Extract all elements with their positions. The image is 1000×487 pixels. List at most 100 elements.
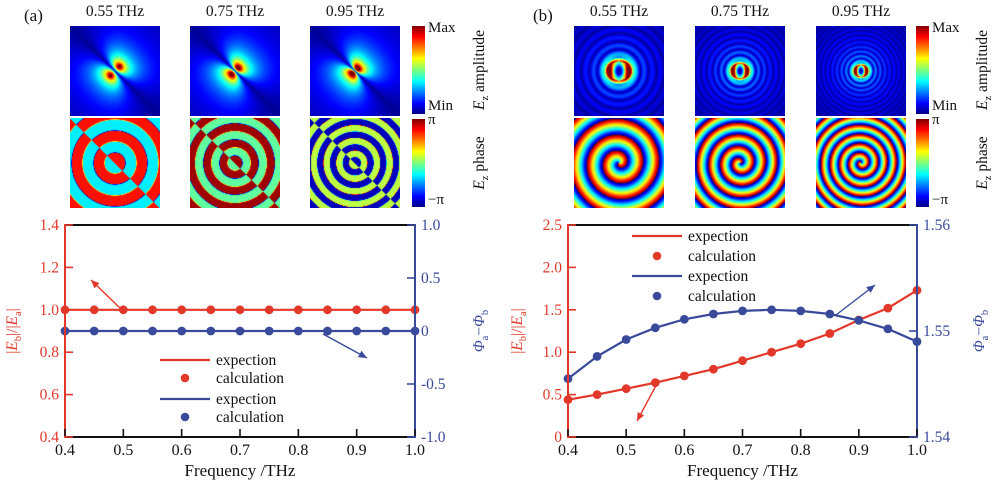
svg-text:0.5: 0.5 <box>616 442 636 459</box>
amplitude-colorbar <box>916 26 929 114</box>
panel-a: (a) 0.55 THz 0.75 THz 0.95 THz Max Min π… <box>4 3 491 480</box>
svg-text:2.0: 2.0 <box>543 259 563 276</box>
amplitude-map-b-1 <box>574 26 664 116</box>
svg-text:-0.5: -0.5 <box>421 376 446 393</box>
map-title: 0.75 THz <box>205 3 265 20</box>
arrow-blue <box>835 284 876 316</box>
phase-map-a-2 <box>190 118 280 208</box>
svg-text:0.4: 0.4 <box>558 442 578 459</box>
phase-colorbar <box>916 119 929 207</box>
svg-text:1.54: 1.54 <box>923 429 950 446</box>
x-axis-title: Frequency /THz <box>687 461 798 480</box>
svg-text:1.0: 1.0 <box>421 217 441 234</box>
svg-text:0.9: 0.9 <box>849 442 869 459</box>
y-axis-right: -1.0 -0.5 0 0.5 1.0 <box>407 217 446 446</box>
amplitude-map-a-2 <box>190 26 280 116</box>
y-axis-right: 1.54 1.55 1.56 <box>909 217 950 446</box>
map-title: 0.55 THz <box>589 3 649 20</box>
svg-text:calculation: calculation <box>216 370 284 387</box>
amplitude-map-b-3 <box>816 26 906 116</box>
svg-text:expection: expection <box>688 228 749 245</box>
map-title: 0.95 THz <box>831 3 891 20</box>
arrow-red <box>636 379 660 422</box>
svg-text:1.0: 1.0 <box>405 442 425 459</box>
svg-text:0.6: 0.6 <box>40 387 60 404</box>
svg-text:calculation: calculation <box>688 248 756 265</box>
colorbar-phase-axis-label: Ez phase <box>471 136 491 190</box>
arrow-red <box>90 279 122 310</box>
svg-text:0.9: 0.9 <box>347 442 367 459</box>
colorbar-pi-label: π <box>932 112 940 128</box>
y-axis-title-left: |Eb|/|Ea| <box>4 308 24 354</box>
svg-text:1.0: 1.0 <box>543 344 563 361</box>
panel-a-label: (a) <box>24 6 43 25</box>
chart-a: 0.4 0.5 0.6 0.7 0.8 0.9 1.0 Frequency /THz 0.4 0.… <box>4 217 491 480</box>
axes <box>567 224 918 438</box>
amplitude-map-b-2 <box>695 26 785 116</box>
map-title: 0.75 THz <box>710 3 770 20</box>
svg-text:0: 0 <box>421 323 429 340</box>
y-axis-left: 0.4 0.6 0.8 1.0 1.2 1.4 <box>40 217 73 446</box>
y-axis-title-right: Φa−Φb <box>971 310 991 352</box>
y-axis-title-right: Φa−Φb <box>471 310 491 352</box>
svg-text:0.5: 0.5 <box>113 442 133 459</box>
svg-text:0.6: 0.6 <box>674 442 694 459</box>
chart-b: 0.4 0.5 0.6 0.7 0.8 0.9 1.0 Frequency /THz 0 0.5 1… <box>509 217 991 480</box>
svg-text:1.4: 1.4 <box>40 217 60 234</box>
svg-text:0.8: 0.8 <box>288 442 308 459</box>
amplitude-map-a-3 <box>310 26 400 116</box>
svg-text:2.5: 2.5 <box>543 217 563 234</box>
colorbar-pi-label: π <box>428 112 436 128</box>
svg-text:1.0: 1.0 <box>907 442 927 459</box>
svg-text:1.56: 1.56 <box>923 217 950 234</box>
x-axis: 0.4 0.5 0.6 0.7 0.8 0.9 1.0 <box>558 429 927 459</box>
svg-text:0.5: 0.5 <box>421 270 441 287</box>
svg-text:expection: expection <box>216 352 277 369</box>
svg-text:0.5: 0.5 <box>543 387 563 404</box>
series <box>563 285 922 405</box>
colorbar-minus-pi-label: −π <box>932 192 949 208</box>
phase-map-b-2 <box>695 118 785 208</box>
svg-text:0.4: 0.4 <box>55 442 75 459</box>
svg-text:calculation: calculation <box>688 288 756 305</box>
colorbar-minus-pi-label: −π <box>428 192 445 208</box>
legend: expection calculation expection calculation <box>632 228 756 305</box>
phase-map-a-3 <box>310 118 400 208</box>
x-axis: 0.4 0.5 0.6 0.7 0.8 0.9 1.0 <box>55 429 425 459</box>
colorbar-max-label: Max <box>932 20 960 36</box>
svg-text:expection: expection <box>216 391 277 408</box>
phase-colorbar <box>412 119 425 207</box>
svg-text:1.55: 1.55 <box>923 323 950 340</box>
series <box>60 305 420 336</box>
svg-text:0.7: 0.7 <box>733 442 753 459</box>
svg-text:0: 0 <box>554 429 562 446</box>
colorbar-min-label: Min <box>428 98 454 114</box>
svg-text:-1.0: -1.0 <box>421 429 446 446</box>
svg-text:0.7: 0.7 <box>230 442 250 459</box>
svg-text:0.6: 0.6 <box>172 442 192 459</box>
axes <box>64 224 416 438</box>
svg-text:1.0: 1.0 <box>40 302 60 319</box>
map-title: 0.55 THz <box>85 3 145 20</box>
svg-text:0.8: 0.8 <box>40 344 60 361</box>
arrow-blue <box>322 333 368 359</box>
svg-text:calculation: calculation <box>216 409 284 426</box>
svg-text:1.2: 1.2 <box>40 259 59 276</box>
svg-text:1.5: 1.5 <box>543 302 563 319</box>
y-axis-left: 0 0.5 1.0 1.5 2.0 2.5 <box>543 217 576 446</box>
x-axis-title: Frequency /THz <box>185 461 296 480</box>
y-axis-title-left: |Eb|/|Ea| <box>509 308 529 354</box>
panel-b-label: (b) <box>533 6 553 25</box>
svg-text:expection: expection <box>688 268 749 285</box>
colorbar-phase-axis-label: Ez phase <box>974 136 994 190</box>
colorbar-max-label: Max <box>428 20 456 36</box>
amplitude-colorbar <box>412 26 425 114</box>
panel-b: (b) 0.55 THz 0.75 THz 0.95 THz Max Min π… <box>500 0 1000 487</box>
series-line-right <box>567 308 918 380</box>
phase-map-b-1 <box>574 118 664 208</box>
map-title: 0.95 THz <box>325 3 385 20</box>
colorbar-amplitude-axis-label: Ez amplitude <box>471 29 491 111</box>
phase-map-a-1 <box>70 118 160 208</box>
